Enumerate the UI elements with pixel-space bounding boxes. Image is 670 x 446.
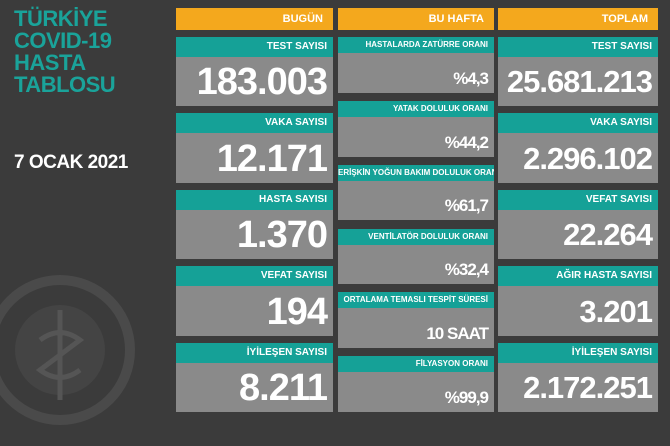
card-value: %32,4	[444, 260, 489, 280]
card-label: İYİLEŞEN SAYISI	[176, 342, 333, 363]
card-value: 3.201	[579, 293, 653, 329]
card-label: VENTİLATÖR DOLULUK ORANI	[338, 228, 494, 245]
stat-card: TEST SAYISI 25.681.213	[498, 37, 658, 107]
card-value: 183.003	[196, 61, 328, 104]
stat-card: YATAK DOLULUK ORANI %44,2	[338, 100, 494, 157]
date: 7 OCAK 2021	[14, 152, 128, 173]
card-label: VEFAT SAYISI	[176, 266, 333, 287]
card-label: VAKA SAYISI	[176, 113, 333, 134]
stat-card: VEFAT SAYISI 194	[176, 266, 333, 336]
stat-card: AĞIR HASTA SAYISI 3.201	[498, 266, 658, 336]
card-label: İYİLEŞEN SAYISI	[498, 342, 658, 363]
card-value: 1.370	[236, 214, 328, 257]
card-value: 12.171	[216, 137, 328, 180]
card-label: TEST SAYISI	[498, 37, 658, 57]
stat-card: VAKA SAYISI 12.171	[176, 113, 333, 183]
card-value: 10 SAAT	[426, 324, 489, 344]
card-label: ORTALAMA TEMASLI TESPİT SÜRESİ	[338, 292, 494, 309]
card-label: VAKA SAYISI	[498, 113, 658, 134]
title-line: TÜRKİYE	[14, 6, 108, 31]
card-value: %4,3	[453, 68, 489, 88]
card-label: FİLYASYON ORANI	[338, 356, 494, 373]
stat-card: VAKA SAYISI 2.296.102	[498, 113, 658, 183]
stat-card: İYİLEŞEN SAYISI 2.172.251	[498, 342, 658, 412]
stat-card: TEST SAYISI 183.003	[176, 37, 333, 107]
card-value: 2.296.102	[523, 140, 653, 176]
stat-card: FİLYASYON ORANI %99,9	[338, 356, 494, 412]
title-line: COVID-19	[14, 28, 112, 53]
column-header: TOPLAM	[498, 8, 658, 30]
card-label: AĞIR HASTA SAYISI	[498, 266, 658, 287]
title-line: HASTA	[14, 50, 86, 75]
card-label: ERİŞKİN YOĞUN BAKIM DOLULUK ORANI	[338, 164, 494, 181]
card-value: 22.264	[563, 217, 653, 253]
stat-card: HASTALARDA ZATÜRRE ORANI %4,3	[338, 37, 494, 93]
card-value: %99,9	[444, 387, 489, 407]
stat-card: İYİLEŞEN SAYISI 8.211	[176, 342, 333, 412]
title-line: TABLOSU	[14, 72, 116, 97]
card-value: 8.211	[239, 366, 328, 409]
stat-card: HASTA SAYISI 1.370	[176, 189, 333, 260]
card-label: YATAK DOLULUK ORANI	[338, 100, 494, 117]
card-label: TEST SAYISI	[176, 37, 333, 57]
stat-card: ORTALAMA TEMASLI TESPİT SÜRESİ 10 SAAT	[338, 292, 494, 349]
card-value: 25.681.213	[506, 64, 653, 100]
card-label: HASTA SAYISI	[176, 189, 333, 210]
column-header: BU HAFTA	[338, 8, 494, 30]
card-label: HASTALARDA ZATÜRRE ORANI	[338, 37, 494, 53]
stat-card: ERİŞKİN YOĞUN BAKIM DOLULUK ORANI %61,7	[338, 164, 494, 221]
card-value: %61,7	[444, 196, 489, 216]
column-header: BUGÜN	[176, 8, 333, 30]
logo-watermark	[0, 275, 135, 425]
card-label: VEFAT SAYISI	[498, 189, 658, 210]
title: TÜRKİYE COVID-19 HASTA TABLOSU	[14, 6, 116, 97]
card-value: 2.172.251	[523, 369, 653, 405]
card-value: %44,2	[444, 132, 489, 152]
card-value: 194	[266, 290, 328, 333]
stat-card: VEFAT SAYISI 22.264	[498, 189, 658, 260]
stat-card: VENTİLATÖR DOLULUK ORANI %32,4	[338, 228, 494, 285]
